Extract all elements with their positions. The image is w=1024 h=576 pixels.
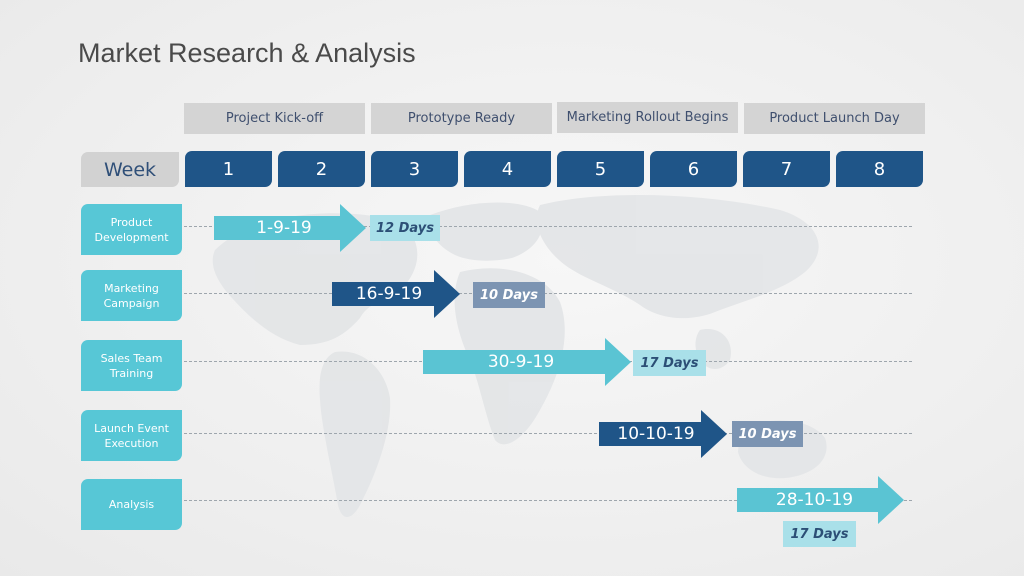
task-date: 30-9-19 [487, 352, 555, 372]
row-guide-line [184, 433, 912, 434]
duration-badge: 10 Days [473, 282, 545, 308]
row-label-analysis: Analysis [81, 479, 182, 530]
milestone-marketing-rollout: Marketing Rollout Begins [557, 102, 738, 133]
week-5: 5 [557, 151, 644, 187]
week-7: 7 [743, 151, 830, 187]
milestone-product-launch: Product Launch Day [744, 103, 925, 134]
row-guide-line [184, 500, 912, 501]
milestone-prototype-ready: Prototype Ready [371, 103, 552, 134]
week-label: Week [81, 152, 179, 187]
duration-badge: 12 Days [370, 215, 440, 241]
row-guide-line [184, 226, 912, 227]
task-arrow-product-development: 1-9-19 [214, 204, 366, 252]
row-label-marketing-campaign: Marketing Campaign [81, 270, 182, 321]
page-title: Market Research & Analysis [78, 38, 416, 68]
week-2: 2 [278, 151, 365, 187]
task-arrow-marketing-campaign: 16-9-19 [332, 270, 460, 318]
row-label-product-development: Product Development [81, 204, 182, 255]
row-guide-line [184, 293, 912, 294]
duration-badge: 17 Days [633, 350, 706, 376]
task-date: 1-9-19 [256, 218, 312, 238]
week-6: 6 [650, 151, 737, 187]
row-label-sales-team-training: Sales Team Training [81, 340, 182, 391]
task-arrow-sales-team-training: 30-9-19 [423, 338, 631, 386]
week-4: 4 [464, 151, 551, 187]
task-date: 10-10-19 [617, 424, 695, 444]
milestone-project-kickoff: Project Kick-off [184, 103, 365, 134]
duration-badge: 10 Days [732, 421, 803, 447]
task-arrow-launch-event-execution: 10-10-19 [599, 410, 727, 458]
duration-badge: 17 Days [783, 521, 856, 547]
task-arrow-analysis: 28-10-19 [737, 476, 904, 524]
week-3: 3 [371, 151, 458, 187]
week-8: 8 [836, 151, 923, 187]
task-date: 16-9-19 [355, 284, 423, 304]
row-label-launch-event-execution: Launch Event Execution [81, 410, 182, 461]
task-date: 28-10-19 [775, 490, 854, 510]
week-1: 1 [185, 151, 272, 187]
